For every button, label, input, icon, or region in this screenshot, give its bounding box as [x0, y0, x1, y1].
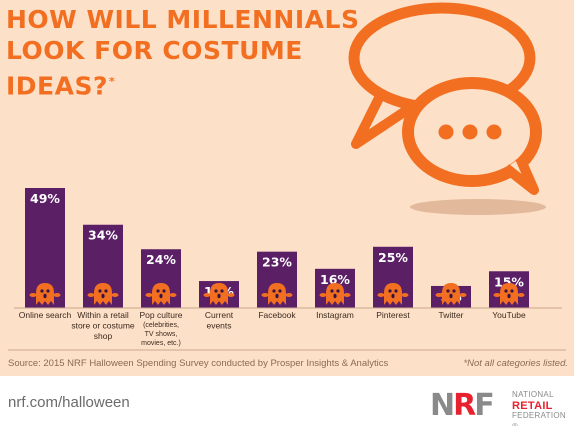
title-line-3-text: IDEAS? — [6, 71, 108, 101]
bubble-shadow — [410, 199, 546, 215]
category-label: store or costume — [71, 321, 135, 331]
back-bubble-tail — [351, 93, 419, 149]
category-label: (celebrities, — [143, 322, 179, 329]
ellipsis-dot-2 — [462, 124, 478, 140]
nrf-logo-text: NATIONAL RETAIL FEDERATION ® — [512, 390, 566, 426]
title-line-2: LOOK FOR COSTUME — [6, 36, 303, 65]
logo-letter-f: F — [474, 388, 494, 423]
ghost-icon — [435, 283, 467, 305]
categories-footnote: *Not all categories listed. — [463, 358, 568, 369]
nrf-logo: NRF NATIONAL RETAIL FEDERATION ® — [430, 388, 570, 426]
chart-title: HOW WILL MILLENNIALS LOOK FOR COSTUME ID… — [6, 4, 360, 101]
logo-line-retail: RETAIL — [512, 399, 553, 412]
ghost-icon — [319, 283, 351, 305]
ghost-icon — [377, 283, 409, 305]
category-label: YouTube — [492, 310, 526, 320]
nrf-logo-mark: NRF — [430, 388, 495, 424]
bar-value-label: 49% — [30, 191, 60, 206]
logo-line-national: NATIONAL — [512, 390, 554, 399]
category-label: Current — [205, 310, 234, 320]
bar-value-label: 15% — [494, 274, 524, 289]
ghost-icon — [145, 283, 177, 305]
title-line-1: HOW WILL MILLENNIALS — [6, 5, 360, 34]
category-label: Pop culture — [140, 310, 183, 320]
chart-panel — [0, 0, 574, 376]
category-label: Online search — [19, 310, 72, 320]
title-line-3: IDEAS?* — [6, 66, 346, 101]
category-label: movies, etc.) — [141, 340, 181, 347]
category-label: Within a retail — [77, 310, 129, 320]
ghost-icon — [261, 283, 293, 305]
ellipsis-dot-3 — [486, 124, 502, 140]
ghost-icon — [87, 283, 119, 305]
logo-letter-r: R — [453, 388, 476, 423]
ghost-icon — [29, 283, 61, 305]
category-label: Twitter — [438, 310, 463, 320]
source-note: Source: 2015 NRF Halloween Spending Surv… — [8, 358, 389, 369]
category-label: Facebook — [258, 310, 296, 320]
ghost-icon — [493, 283, 525, 305]
category-label: Pinterest — [376, 310, 410, 320]
speech-bubbles-icon — [348, 2, 546, 215]
bar-value-label: 34% — [88, 228, 118, 243]
bar-value-label: 23% — [262, 255, 292, 270]
logo-letter-n: N — [430, 388, 455, 423]
category-label: events — [206, 321, 231, 331]
ellipsis-dot-1 — [438, 124, 454, 140]
logo-registered: ® — [512, 421, 519, 426]
logo-federation-text: FEDERATION — [512, 411, 566, 420]
front-bubble-tail — [502, 155, 539, 195]
bar-value-label: 24% — [146, 252, 176, 267]
title-asterisk: * — [109, 75, 116, 88]
bar-value-label: 25% — [378, 250, 408, 265]
category-label: TV shows, — [145, 331, 178, 338]
bar-value-label: 16% — [320, 272, 350, 287]
category-label: shop — [94, 331, 113, 341]
ghost-icon — [203, 283, 235, 305]
logo-line-federation: FEDERATION ® — [512, 411, 566, 426]
category-label: Instagram — [316, 310, 354, 320]
footer-link[interactable]: nrf.com/halloween — [8, 394, 130, 411]
bar-chart: 49% Online search 34% Within a retailstore … — [8, 188, 566, 351]
